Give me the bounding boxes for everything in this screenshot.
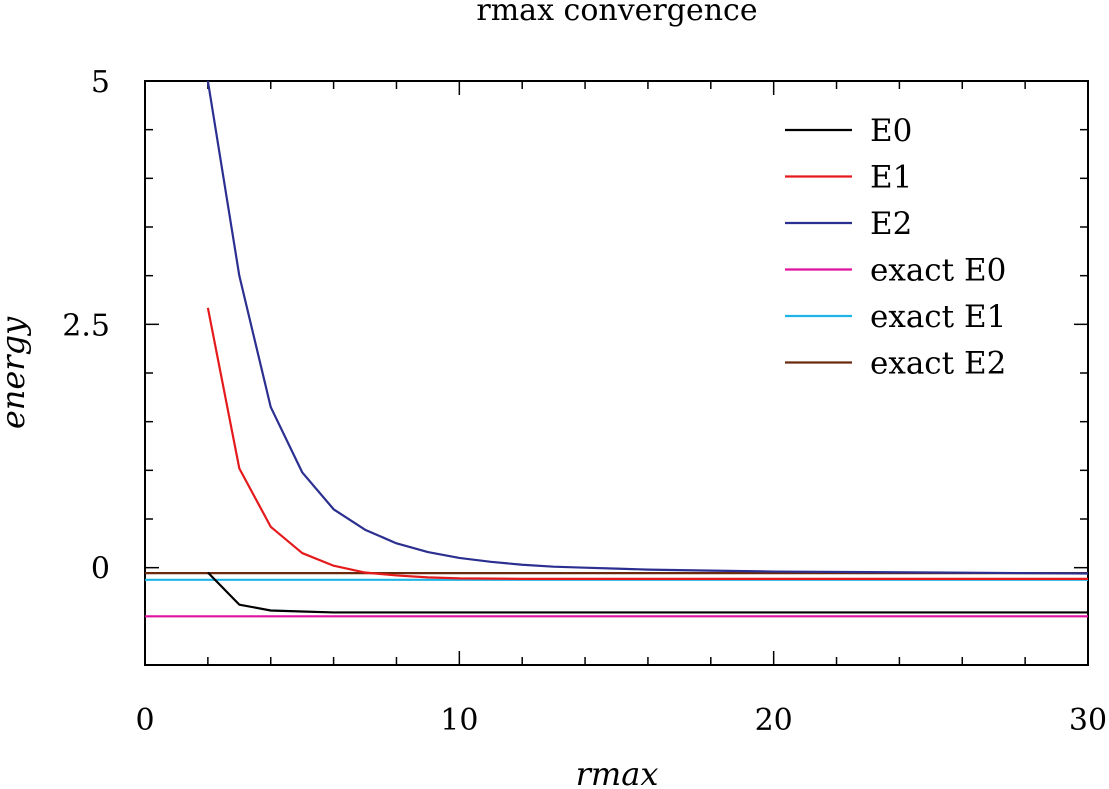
x-tick-label: 10 [440, 703, 478, 738]
legend: E0 E1 E2 exact E0 exact E1 exact E2 [785, 113, 1006, 382]
x-axis-label: rmax [576, 755, 659, 789]
x-tick-label: 30 [1069, 703, 1107, 738]
x-tick-label: 20 [755, 703, 793, 738]
legend-label: exact E0 [870, 253, 1006, 289]
legend-label: E0 [870, 113, 912, 149]
legend-label: exact E2 [870, 346, 1006, 382]
legend-label: E2 [870, 206, 912, 242]
series-line-e0 [207, 571, 1088, 614]
series-line-e1 [206, 307, 1088, 580]
y-tick-label: 5 [91, 65, 110, 100]
x-tick-label: 0 [135, 703, 154, 738]
tick-labels: 0 10 20 30 0 2.5 5 [62, 65, 1107, 738]
series-lines [145, 81, 1088, 618]
y-axis-label: energy [0, 316, 32, 429]
series-line-e2 [206, 81, 1088, 575]
y-tick-label: 0 [91, 552, 110, 587]
legend-label: E1 [870, 160, 912, 196]
legend-label: exact E1 [870, 299, 1006, 335]
y-tick-label: 2.5 [62, 308, 110, 343]
chart-title: rmax convergence [476, 0, 757, 28]
